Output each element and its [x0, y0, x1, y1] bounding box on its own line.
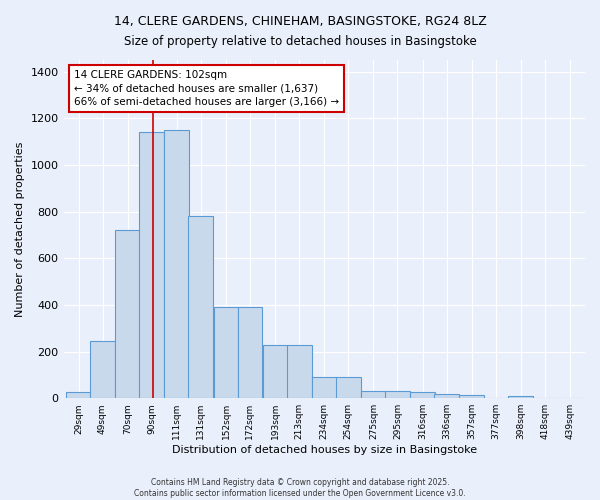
- Bar: [508, 396, 533, 398]
- Bar: [188, 216, 213, 398]
- Bar: [336, 377, 361, 398]
- Bar: [460, 394, 484, 398]
- Y-axis label: Number of detached properties: Number of detached properties: [15, 142, 25, 317]
- Text: 14, CLERE GARDENS, CHINEHAM, BASINGSTOKE, RG24 8LZ: 14, CLERE GARDENS, CHINEHAM, BASINGSTOKE…: [113, 15, 487, 28]
- Text: Contains HM Land Registry data © Crown copyright and database right 2025.
Contai: Contains HM Land Registry data © Crown c…: [134, 478, 466, 498]
- Bar: [434, 394, 459, 398]
- Text: Size of property relative to detached houses in Basingstoke: Size of property relative to detached ho…: [124, 35, 476, 48]
- Bar: [115, 230, 140, 398]
- Bar: [263, 344, 287, 398]
- Bar: [361, 391, 386, 398]
- Text: 14 CLERE GARDENS: 102sqm
← 34% of detached houses are smaller (1,637)
66% of sem: 14 CLERE GARDENS: 102sqm ← 34% of detach…: [74, 70, 339, 106]
- Bar: [139, 132, 164, 398]
- Bar: [66, 392, 91, 398]
- Bar: [90, 341, 115, 398]
- Bar: [164, 130, 189, 398]
- Bar: [385, 391, 410, 398]
- Bar: [214, 307, 238, 398]
- Bar: [287, 344, 311, 398]
- X-axis label: Distribution of detached houses by size in Basingstoke: Distribution of detached houses by size …: [172, 445, 477, 455]
- Bar: [410, 392, 435, 398]
- Bar: [312, 377, 337, 398]
- Bar: [238, 307, 262, 398]
